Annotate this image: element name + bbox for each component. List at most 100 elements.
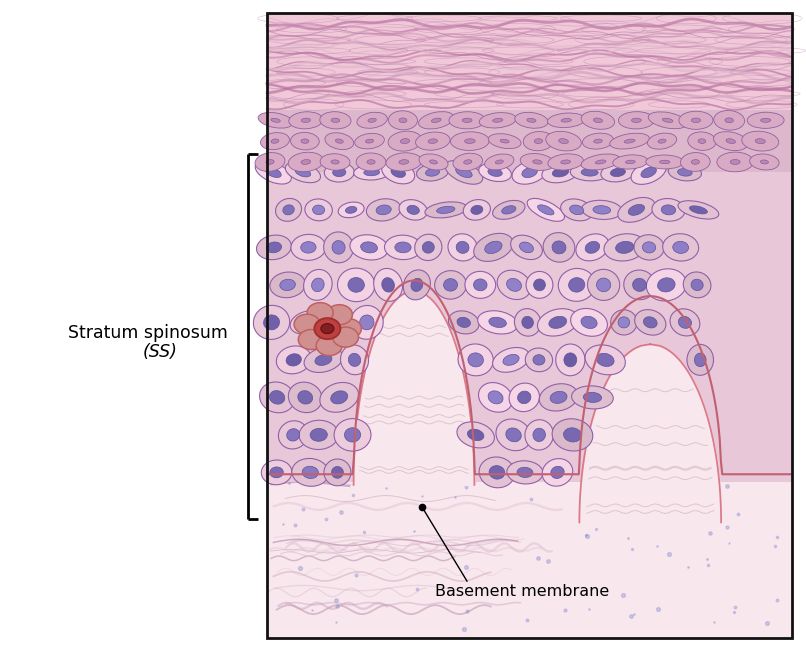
Ellipse shape [713,132,748,150]
Ellipse shape [760,160,768,164]
Ellipse shape [582,201,622,219]
Ellipse shape [501,139,509,143]
Ellipse shape [584,393,601,402]
Ellipse shape [453,153,483,171]
Ellipse shape [313,205,325,215]
FancyBboxPatch shape [267,13,792,482]
Ellipse shape [595,160,606,164]
Ellipse shape [449,112,485,129]
Ellipse shape [301,159,310,165]
Ellipse shape [264,315,280,330]
Ellipse shape [315,354,332,365]
Ellipse shape [489,465,505,479]
Ellipse shape [506,428,521,442]
Ellipse shape [382,161,415,184]
Ellipse shape [448,234,477,261]
Ellipse shape [538,205,554,215]
Ellipse shape [253,305,289,339]
Ellipse shape [256,161,291,184]
Ellipse shape [290,132,319,150]
Ellipse shape [294,314,320,334]
Ellipse shape [550,391,567,404]
Ellipse shape [611,310,637,335]
Ellipse shape [522,167,538,178]
Ellipse shape [456,242,469,253]
Ellipse shape [596,353,614,367]
Ellipse shape [332,241,345,254]
Ellipse shape [604,234,646,261]
Ellipse shape [488,317,506,327]
Ellipse shape [543,232,575,262]
Ellipse shape [458,344,493,376]
Ellipse shape [285,162,321,183]
Ellipse shape [346,206,357,214]
Ellipse shape [334,419,371,451]
Ellipse shape [301,242,316,253]
Ellipse shape [411,278,423,292]
Ellipse shape [324,163,355,182]
Ellipse shape [496,419,531,450]
Ellipse shape [594,139,602,143]
Ellipse shape [290,311,326,334]
Ellipse shape [550,466,564,478]
Ellipse shape [260,133,289,150]
Ellipse shape [255,152,285,171]
Ellipse shape [310,428,327,441]
Ellipse shape [299,421,339,449]
Ellipse shape [351,305,383,339]
Ellipse shape [542,162,580,183]
Ellipse shape [581,111,615,130]
Ellipse shape [663,118,673,122]
Ellipse shape [431,118,441,122]
Ellipse shape [618,112,654,129]
Ellipse shape [289,152,323,172]
Ellipse shape [680,152,710,171]
Ellipse shape [348,277,364,292]
Ellipse shape [533,160,542,164]
Ellipse shape [357,112,388,128]
Ellipse shape [331,467,343,478]
Ellipse shape [646,155,683,169]
Ellipse shape [276,346,311,374]
Ellipse shape [559,139,568,144]
Ellipse shape [463,159,472,164]
Ellipse shape [514,309,541,336]
Ellipse shape [647,133,677,149]
Ellipse shape [473,279,487,291]
Ellipse shape [457,317,471,327]
Ellipse shape [287,428,300,441]
Ellipse shape [628,204,645,215]
Ellipse shape [350,235,388,260]
Ellipse shape [464,139,476,143]
Ellipse shape [663,234,699,261]
Ellipse shape [354,165,390,180]
Ellipse shape [321,324,334,333]
Ellipse shape [467,429,484,441]
Ellipse shape [401,139,409,144]
Ellipse shape [593,206,611,214]
Ellipse shape [564,353,577,367]
Ellipse shape [492,118,503,122]
Ellipse shape [488,391,503,404]
Ellipse shape [581,316,597,329]
Ellipse shape [517,467,533,477]
Ellipse shape [521,316,534,329]
Ellipse shape [451,132,489,150]
Ellipse shape [670,309,700,336]
Ellipse shape [730,159,740,165]
Ellipse shape [576,234,609,261]
Ellipse shape [571,386,613,409]
Ellipse shape [581,154,620,170]
Ellipse shape [509,383,539,411]
Ellipse shape [488,133,521,148]
Ellipse shape [726,139,735,143]
Ellipse shape [480,113,517,128]
Ellipse shape [417,163,448,181]
Ellipse shape [340,345,368,375]
FancyBboxPatch shape [267,110,792,173]
Ellipse shape [750,154,779,170]
Ellipse shape [312,278,324,292]
Ellipse shape [689,206,708,214]
Ellipse shape [314,318,340,339]
Ellipse shape [359,315,374,330]
